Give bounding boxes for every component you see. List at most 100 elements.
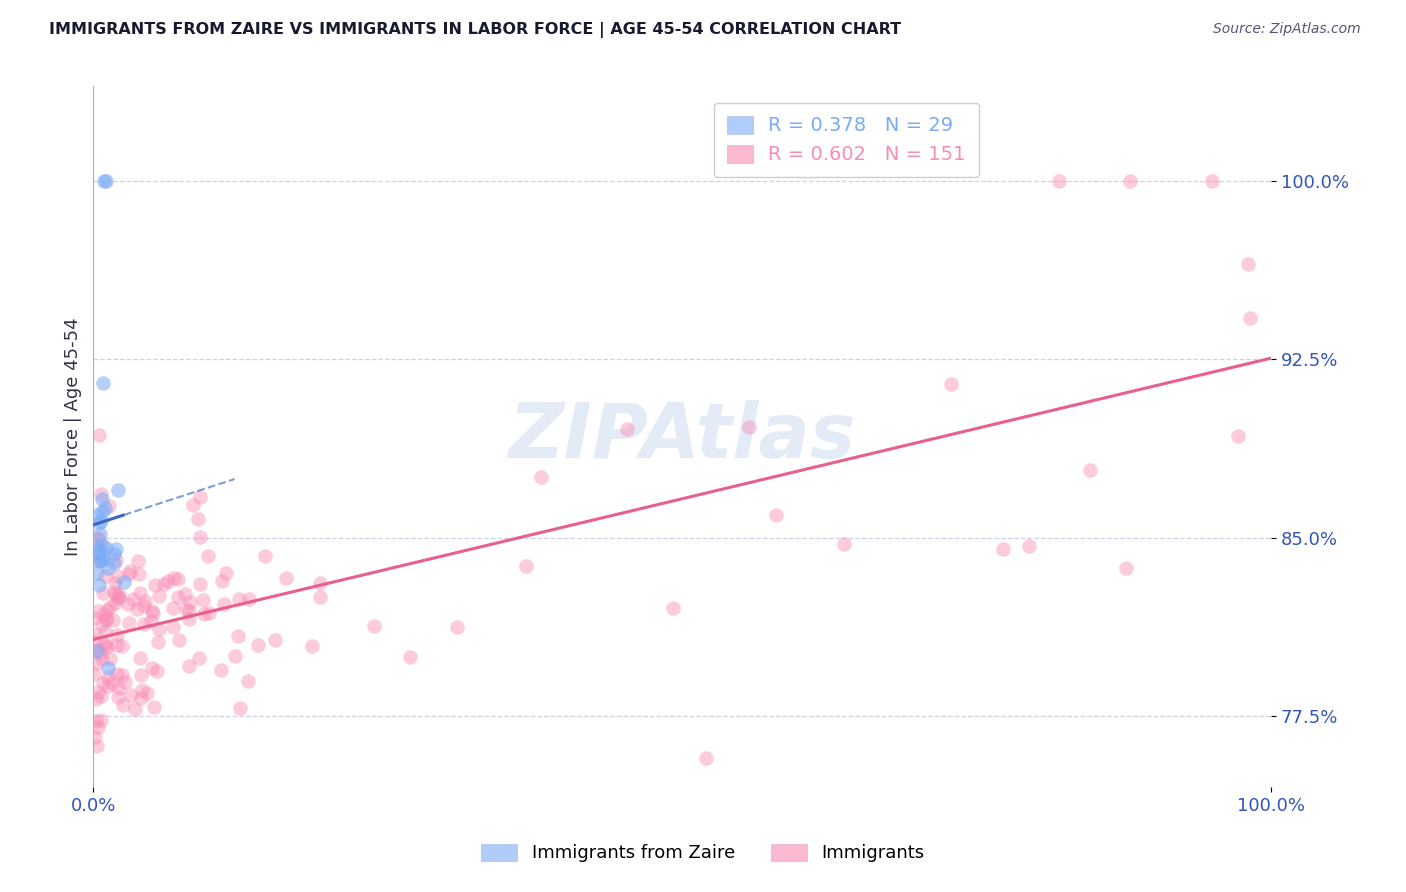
Point [181, 498, 204, 512]
Point [97, 679, 120, 693]
Point [939, 376, 962, 391]
Point [446, 619, 468, 633]
Point [108, 591, 131, 606]
Point [97, 499, 120, 513]
Point [141, 661, 163, 675]
Point [104, 596, 127, 610]
Point [177, 612, 200, 626]
Point [190, 530, 212, 544]
Point [94, 624, 117, 639]
Point [90, 689, 112, 703]
Point [96, 640, 118, 655]
Point [84, 611, 107, 625]
Point [96, 603, 118, 617]
Point [104, 553, 127, 567]
Point [84, 627, 107, 641]
Point [111, 668, 134, 682]
Point [93, 569, 115, 583]
Point [96, 661, 118, 675]
Point [107, 638, 129, 652]
Point [264, 632, 287, 647]
Point [86, 644, 108, 658]
Point [129, 690, 152, 705]
Point [103, 585, 125, 599]
Point [132, 599, 155, 614]
Point [124, 702, 146, 716]
Point [111, 698, 134, 712]
Point [96, 612, 118, 626]
Point [167, 632, 190, 647]
Point [96, 174, 118, 188]
Legend: R = 0.378   N = 29, R = 0.602   N = 151: R = 0.378 N = 29, R = 0.602 N = 151 [714, 103, 979, 178]
Text: ZIPAtlas: ZIPAtlas [509, 400, 856, 474]
Point [131, 682, 153, 697]
Point [90, 652, 112, 666]
Point [94, 501, 117, 516]
Point [238, 592, 260, 607]
Point [89, 532, 111, 546]
Point [515, 559, 537, 574]
Point [173, 587, 195, 601]
Point [215, 566, 238, 581]
Point [86, 531, 108, 545]
Point [83, 667, 105, 681]
Point [91, 505, 114, 519]
Point [91, 676, 114, 690]
Point [104, 576, 127, 591]
Point [211, 574, 233, 589]
Point [96, 612, 118, 626]
Point [156, 574, 179, 589]
Point [111, 639, 134, 653]
Point [107, 569, 129, 583]
Point [93, 174, 115, 188]
Point [188, 576, 211, 591]
Point [695, 751, 717, 765]
Point [128, 586, 150, 600]
Point [105, 666, 128, 681]
Y-axis label: In Labor Force | Age 45-54: In Labor Force | Age 45-54 [65, 318, 82, 556]
Point [209, 664, 232, 678]
Point [399, 649, 422, 664]
Point [86, 508, 108, 522]
Point [87, 546, 110, 560]
Point [236, 674, 259, 689]
Point [662, 601, 685, 615]
Point [90, 553, 112, 567]
Point [187, 512, 209, 526]
Point [97, 560, 120, 574]
Point [765, 508, 787, 522]
Point [118, 566, 141, 581]
Point [86, 566, 108, 580]
Point [89, 542, 111, 557]
Point [1115, 561, 1137, 575]
Point [148, 589, 170, 603]
Point [86, 540, 108, 554]
Point [530, 470, 553, 484]
Point [177, 604, 200, 618]
Point [187, 651, 209, 665]
Text: IMMIGRANTS FROM ZAIRE VS IMMIGRANTS IN LABOR FORCE | AGE 45-54 CORRELATION CHART: IMMIGRANTS FROM ZAIRE VS IMMIGRANTS IN L… [49, 22, 901, 38]
Point [83, 730, 105, 744]
Point [132, 616, 155, 631]
Point [101, 613, 124, 627]
Point [135, 685, 157, 699]
Point [103, 547, 125, 561]
Point [1078, 463, 1101, 477]
Point [193, 607, 215, 621]
Point [1119, 174, 1142, 188]
Point [86, 692, 108, 706]
Point [84, 714, 107, 728]
Point [309, 591, 332, 605]
Point [94, 541, 117, 555]
Point [101, 676, 124, 690]
Point [128, 566, 150, 581]
Point [141, 615, 163, 629]
Point [191, 592, 214, 607]
Point [1018, 539, 1040, 553]
Point [163, 571, 186, 585]
Point [96, 638, 118, 652]
Point [148, 622, 170, 636]
Point [89, 646, 111, 660]
Point [104, 587, 127, 601]
Point [90, 553, 112, 567]
